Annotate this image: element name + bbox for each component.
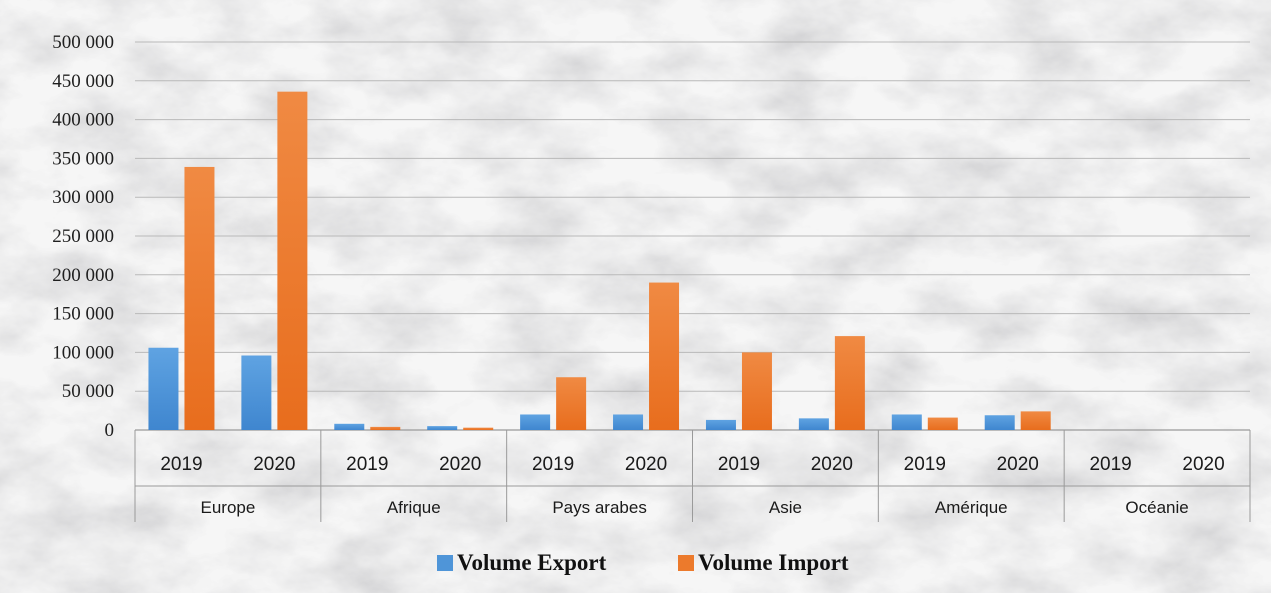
bar-import — [463, 427, 494, 430]
group-label: Asie — [769, 498, 802, 517]
bar-export — [520, 414, 551, 430]
group-label: Océanie — [1125, 498, 1188, 517]
bar-export — [334, 423, 365, 430]
category-label: 2020 — [997, 454, 1039, 475]
bar-import — [741, 352, 772, 430]
bar-export — [241, 355, 272, 430]
bar-export — [798, 418, 829, 430]
bar-import — [277, 91, 308, 430]
y-tick-label: 300 000 — [52, 187, 114, 208]
bar-import — [927, 417, 958, 430]
category-label: 2020 — [253, 454, 295, 475]
bar-import — [1020, 411, 1051, 430]
y-tick-label: 350 000 — [52, 148, 114, 169]
category-label: 2019 — [532, 454, 574, 475]
y-tick-label: 50 000 — [62, 381, 114, 402]
bar-export — [891, 414, 922, 430]
legend: Volume Export Volume Import — [437, 550, 849, 575]
grid-lines — [135, 41, 1250, 392]
category-label: 2019 — [904, 454, 946, 475]
group-label: Afrique — [387, 498, 441, 517]
category-label: 2020 — [439, 454, 481, 475]
bar-export — [984, 415, 1015, 430]
category-label: 2020 — [625, 454, 667, 475]
group-label: Amérique — [935, 498, 1008, 517]
group-label: Europe — [201, 498, 256, 517]
bar-import — [834, 336, 865, 430]
bar-import — [649, 282, 680, 430]
bars — [148, 91, 1051, 430]
bar-export — [613, 414, 644, 430]
y-tick-label: 200 000 — [52, 265, 114, 286]
group-label: Pays arabes — [552, 498, 647, 517]
bar-import — [184, 166, 215, 430]
y-tick-label: 250 000 — [52, 226, 114, 247]
axes — [134, 429, 1251, 522]
bar-export — [705, 419, 736, 430]
category-label: 2019 — [718, 454, 760, 475]
legend-label: Volume Import — [698, 550, 849, 575]
axis-labels: 0 50 000 100 000 150 000 200 000 250 000 300 0… — [52, 32, 1224, 517]
bar-export — [148, 347, 179, 430]
category-label: 2020 — [811, 454, 853, 475]
legend-swatch — [437, 555, 453, 571]
bar-import — [370, 426, 401, 430]
category-label: 2020 — [1182, 454, 1224, 475]
bar-import — [556, 377, 587, 430]
y-tick-label: 150 000 — [52, 304, 114, 325]
legend-label: Volume Export — [457, 550, 607, 575]
bar-export — [427, 426, 458, 430]
y-tick-label: 0 — [105, 420, 115, 441]
category-label: 2019 — [160, 454, 202, 475]
legend-swatch — [678, 555, 694, 571]
y-tick-label: 500 000 — [52, 32, 114, 53]
y-tick-label: 100 000 — [52, 342, 114, 363]
category-label: 2019 — [346, 454, 388, 475]
y-tick-label: 450 000 — [52, 71, 114, 92]
y-tick-label: 400 000 — [52, 110, 114, 131]
category-label: 2019 — [1089, 454, 1131, 475]
